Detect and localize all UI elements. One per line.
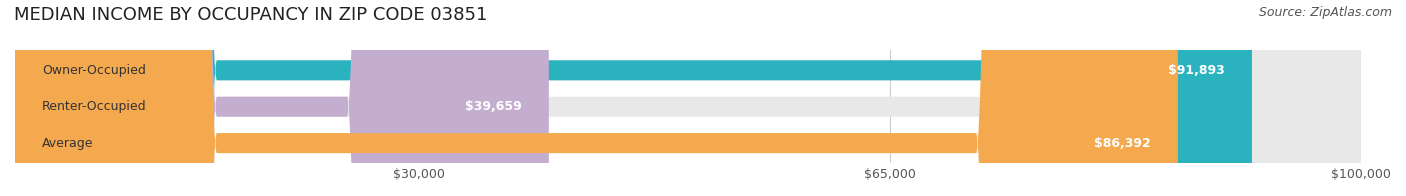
FancyBboxPatch shape <box>15 0 1178 196</box>
FancyBboxPatch shape <box>15 0 1361 196</box>
Text: Average: Average <box>42 137 93 150</box>
Text: $39,659: $39,659 <box>465 100 522 113</box>
Text: Renter-Occupied: Renter-Occupied <box>42 100 146 113</box>
FancyBboxPatch shape <box>15 0 1361 196</box>
Text: $86,392: $86,392 <box>1094 137 1152 150</box>
Text: Source: ZipAtlas.com: Source: ZipAtlas.com <box>1258 6 1392 19</box>
FancyBboxPatch shape <box>15 0 548 196</box>
FancyBboxPatch shape <box>15 0 1251 196</box>
Text: Owner-Occupied: Owner-Occupied <box>42 64 146 77</box>
Text: $91,893: $91,893 <box>1168 64 1225 77</box>
FancyBboxPatch shape <box>15 0 1361 196</box>
Text: MEDIAN INCOME BY OCCUPANCY IN ZIP CODE 03851: MEDIAN INCOME BY OCCUPANCY IN ZIP CODE 0… <box>14 6 488 24</box>
